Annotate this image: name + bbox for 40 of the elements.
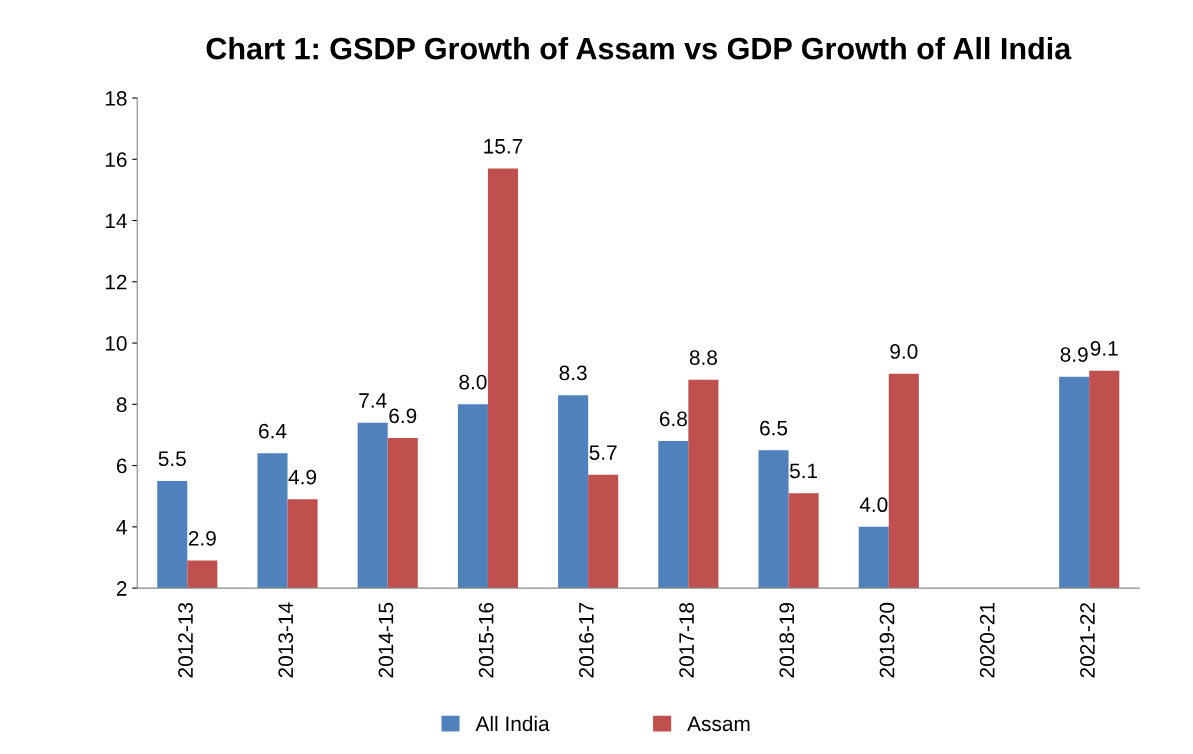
y-tick-label: 6	[116, 458, 127, 474]
data-label: 6.5	[760, 420, 788, 436]
data-label: 6.8	[659, 411, 687, 427]
legend-label: Assam	[687, 716, 750, 732]
data-label: 2.9	[188, 530, 216, 546]
x-tick-label: 2015-16	[478, 602, 494, 678]
x-tick-label: 2021-22	[1080, 603, 1095, 678]
legend-label: All India	[475, 715, 550, 732]
data-label: 9.1	[1090, 341, 1118, 356]
y-tick-label: 14	[105, 213, 127, 229]
x-tick-label: 2016-17	[578, 603, 594, 678]
x-tick-label: 2014-15	[378, 602, 394, 678]
data-label: 4.0	[859, 497, 888, 513]
x-tick-label: 2012-13	[178, 602, 193, 678]
data-label: 7.4	[359, 393, 387, 408]
x-tick-label: 2020-21	[979, 603, 995, 678]
data-label: 15.7	[484, 139, 523, 154]
y-tick-label: 18	[105, 91, 127, 106]
data-label: 5.5	[158, 451, 186, 467]
data-label: 8.9	[1060, 347, 1088, 362]
chart-title: Chart 1: GSDP Growth of Assam vs GDP Growth of All India	[206, 36, 1072, 60]
data-label: 6.9	[389, 408, 417, 424]
data-label: 5.7	[589, 445, 617, 460]
x-tick-label: 2019-20	[879, 602, 895, 678]
data-label: 4.9	[288, 469, 317, 485]
y-tick-label: 8	[116, 397, 127, 413]
data-label: 8.8	[689, 350, 717, 365]
data-label: 8.3	[559, 365, 587, 381]
data-label: 5.1	[789, 463, 818, 479]
y-tick-label: 2	[116, 581, 127, 596]
x-tick-label: 2013-14	[278, 602, 294, 678]
y-tick-label: 4	[116, 520, 127, 535]
data-label: 6.4	[259, 423, 287, 439]
x-tick-label: 2017-18	[679, 602, 694, 678]
y-tick-label: 10	[105, 336, 127, 351]
data-label: 8.0	[459, 374, 487, 390]
data-label: 9.0	[890, 344, 918, 359]
x-tick-label: 2018-19	[779, 602, 795, 678]
y-tick-label: 16	[105, 152, 127, 168]
y-tick-label: 12	[105, 274, 127, 290]
